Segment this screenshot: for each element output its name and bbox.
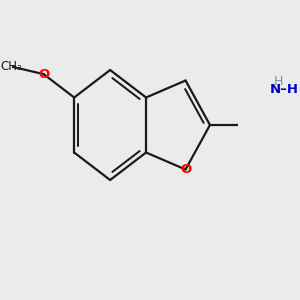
Text: H: H [274,75,283,88]
Text: N–H: N–H [270,83,299,96]
Text: CH₃: CH₃ [0,60,22,73]
Text: O: O [38,68,49,81]
Text: O: O [180,163,191,176]
